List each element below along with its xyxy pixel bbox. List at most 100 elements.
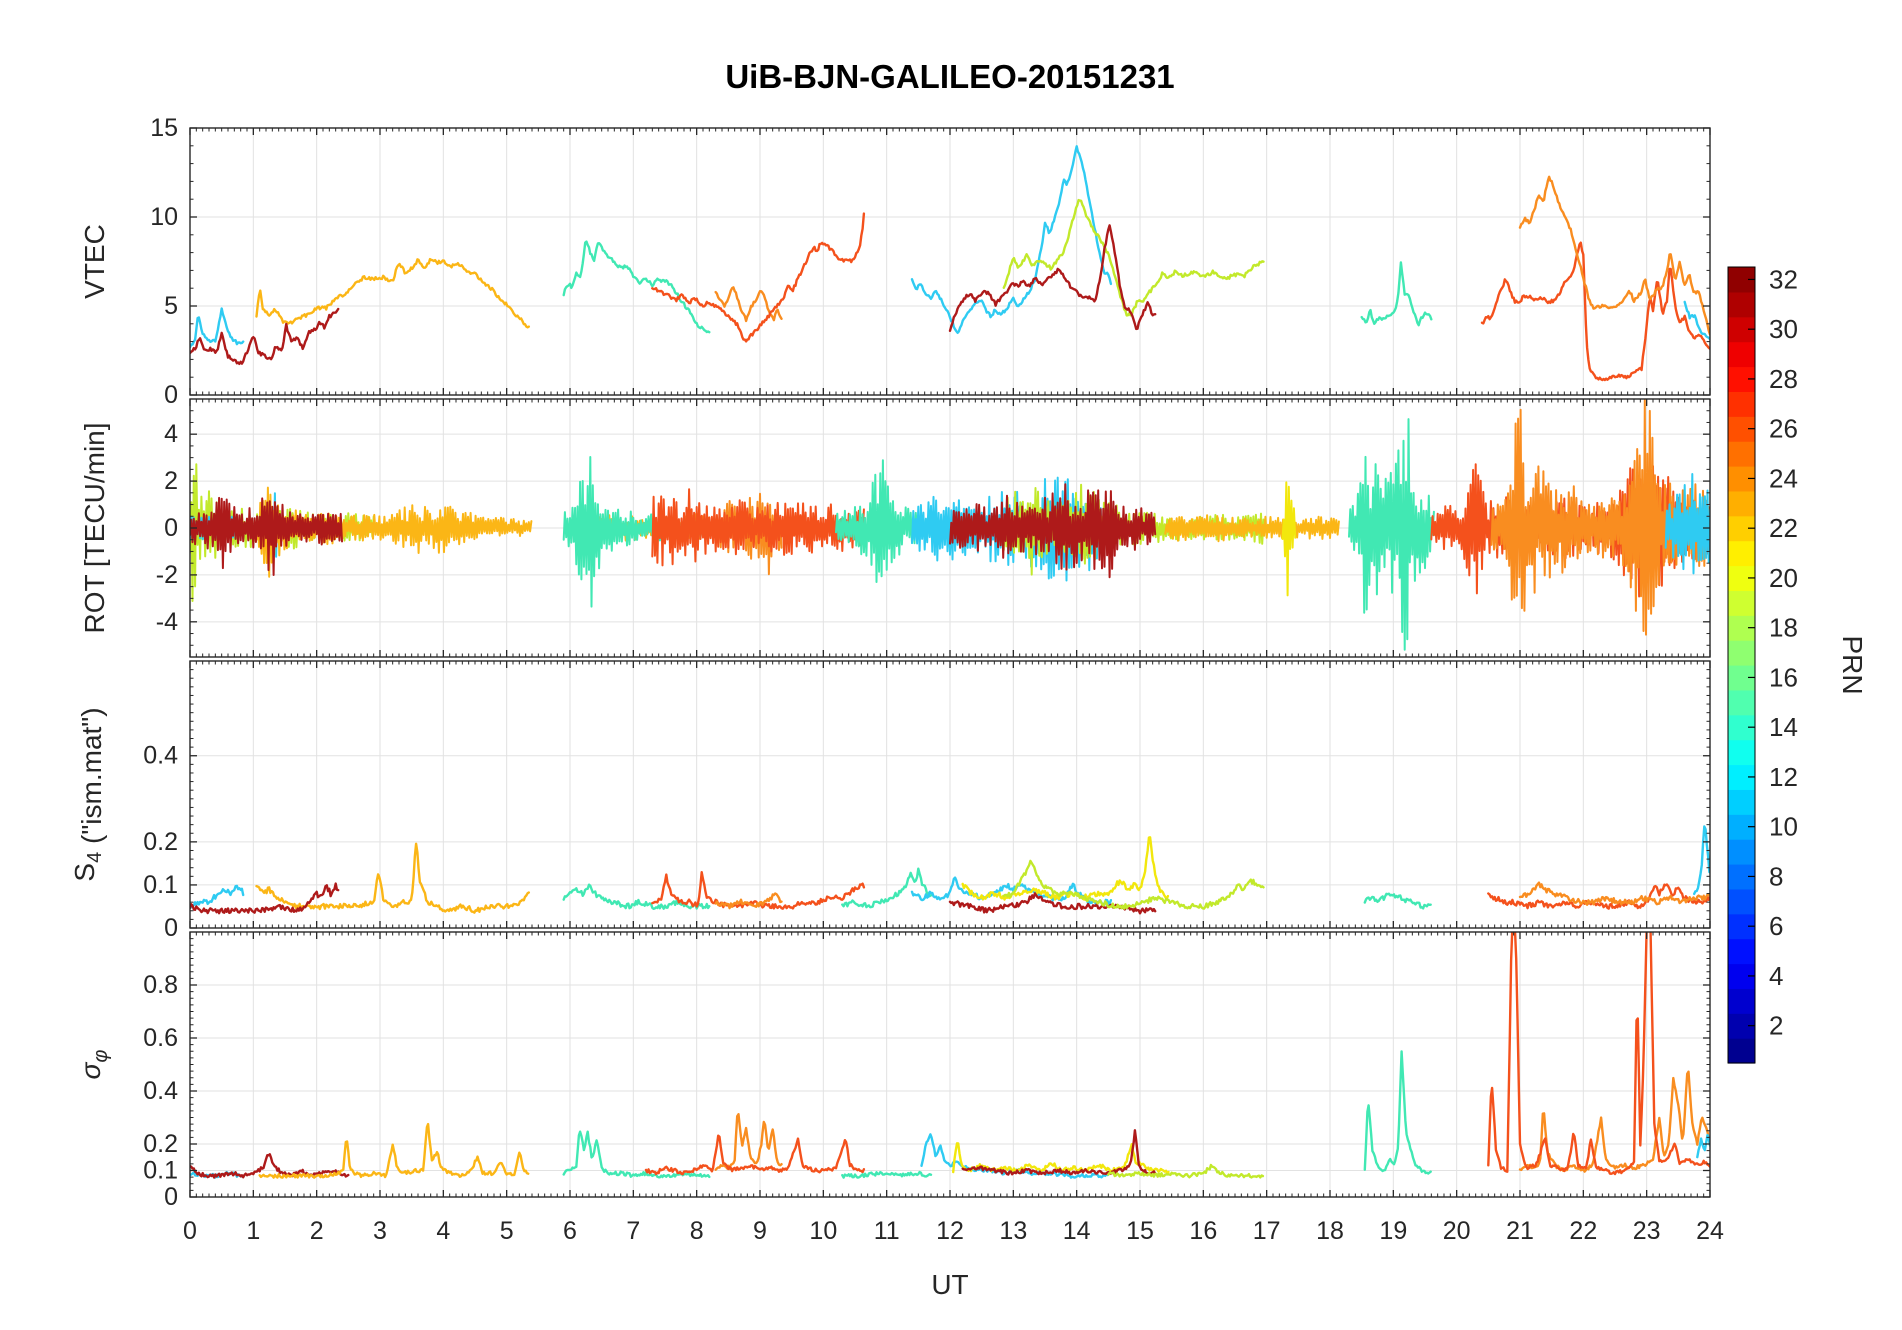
trace-PRN12-a xyxy=(1683,300,1710,341)
xtick-label: 12 xyxy=(936,1217,964,1245)
trace-PRN19-a xyxy=(1002,198,1265,317)
trace-PRN20-r1 xyxy=(1281,481,1297,597)
colorbar-segment xyxy=(1728,888,1755,915)
xtick-label: 5 xyxy=(500,1217,514,1245)
trace-PRN15-a xyxy=(1360,261,1433,327)
trace-PRN19-s1 xyxy=(1002,859,1265,910)
trace-PRN12-r1 xyxy=(1664,473,1710,575)
ytick-label: 15 xyxy=(150,114,178,142)
ytick-label: -2 xyxy=(156,561,178,589)
colorbar-segment xyxy=(1728,988,1755,1014)
trace-PRN14-a xyxy=(562,240,711,334)
trace-PRN30-p1 xyxy=(190,1153,350,1179)
ytick-label: 0.2 xyxy=(143,828,178,856)
xtick-label: 0 xyxy=(183,1217,197,1245)
trace-PRN15-r1 xyxy=(1348,418,1435,651)
xtick-label: 18 xyxy=(1316,1217,1344,1245)
colorbar-tick-label: 20 xyxy=(1769,563,1798,593)
ytick-label: 0.4 xyxy=(143,1077,178,1105)
series-group xyxy=(190,399,1710,651)
xtick-label: 20 xyxy=(1443,1217,1471,1245)
colorbar-tick-label: 10 xyxy=(1769,812,1798,842)
xtick-label: 4 xyxy=(436,1217,450,1245)
series-group xyxy=(190,145,1710,382)
trace-PRN30-b xyxy=(948,224,1157,332)
colorbar-segment xyxy=(1728,391,1755,417)
series-group xyxy=(190,932,1710,1179)
colorbar-tick-label: 6 xyxy=(1769,911,1783,941)
panel-sigma_phi: 00.10.20.40.60.80 1 2 3 4 5 6 7 8 9 10 11 12 13 14 15 16… xyxy=(75,931,1724,1245)
xtick-label: 23 xyxy=(1633,1217,1661,1245)
trace-PRN26-p1 xyxy=(644,1134,866,1176)
trace-PRN24-s2 xyxy=(1518,881,1710,906)
series-group xyxy=(190,825,1710,915)
xtick-label: 1 xyxy=(246,1217,260,1245)
colorbar-segment xyxy=(1728,938,1755,965)
trace-PRN19-p1 xyxy=(1107,1163,1265,1179)
xtick-label: 13 xyxy=(999,1217,1027,1245)
ytick-label: 4 xyxy=(164,420,178,448)
ytick-label: 2 xyxy=(164,467,178,495)
colorbar-segment xyxy=(1728,341,1755,368)
trace-PRN27-s1 xyxy=(1487,883,1710,910)
trace-PRN11-b xyxy=(910,145,1113,334)
ylabel-rot: ROT [TECU/min] xyxy=(79,422,110,633)
colorbar-segment xyxy=(1728,839,1755,865)
colorbar-tick-label: 32 xyxy=(1769,264,1798,294)
xtick-label: 6 xyxy=(563,1217,577,1245)
trace-PRN22-s1 xyxy=(255,842,530,914)
trace-PRN30-s1 xyxy=(190,882,340,915)
trace-PRN22-p1 xyxy=(258,1122,530,1179)
trace-PRN30-r2 xyxy=(949,483,1157,579)
colorbar-segment xyxy=(1728,739,1755,766)
colorbar-tick-label: 30 xyxy=(1769,314,1798,344)
colorbar-tick-label: 8 xyxy=(1769,861,1783,891)
trace-PRN15-s1 xyxy=(1363,892,1432,910)
ytick-label: 0.1 xyxy=(143,1157,178,1185)
colorbar-frame xyxy=(1727,266,1756,1064)
trace-PRN30-p2 xyxy=(961,1129,1157,1176)
ylabel-vtec: VTEC xyxy=(79,224,110,299)
xtick-label: 10 xyxy=(809,1217,837,1245)
ytick-label: 0 xyxy=(164,914,178,942)
xtick-label: 22 xyxy=(1569,1217,1597,1245)
trace-PRN22-r3 xyxy=(1164,514,1340,543)
trace-PRN14-p2 xyxy=(841,1170,933,1179)
colorbar-tick-label: 24 xyxy=(1769,463,1798,493)
colorbar-tick-label: 18 xyxy=(1769,613,1798,643)
colorbar-segment xyxy=(1728,490,1755,517)
panel-rot: -4 -2 0 2 4 ROT [TECU/min] xyxy=(79,398,1711,658)
panel-vtec: 0 5 10 15 VTEC xyxy=(79,114,1711,409)
ylabel-sigma_phi: σφ xyxy=(75,1050,112,1080)
xtick-label: 14 xyxy=(1063,1217,1091,1245)
ytick-label: -4 xyxy=(156,608,178,636)
colorbar-segment xyxy=(1728,789,1755,815)
trace-PRN24-p2 xyxy=(1518,1070,1710,1173)
xtick-label: 24 xyxy=(1696,1217,1724,1245)
ytick-label: 0.4 xyxy=(143,742,178,770)
colorbar-tick-label: 16 xyxy=(1769,662,1798,692)
trace-PRN26-r1 xyxy=(651,488,865,567)
trace-PRN11-s1 xyxy=(190,884,245,910)
chart-title: UiB-BJN-GALILEO-20151231 xyxy=(725,58,1175,95)
trace-PRN14-s1 xyxy=(562,883,711,910)
colorbar-segment xyxy=(1728,590,1755,616)
colorbar-tick-label: 14 xyxy=(1769,712,1798,742)
trace-PRN27-a xyxy=(1480,241,1710,382)
xtick-label: 8 xyxy=(690,1217,704,1245)
colorbar-segment xyxy=(1728,640,1755,666)
trace-PRN27-p1 xyxy=(1487,932,1710,1176)
colorbar-segment xyxy=(1728,291,1755,318)
ytick-label: 10 xyxy=(150,203,178,231)
xtick-label: 7 xyxy=(626,1217,640,1245)
trace-PRN24-p1 xyxy=(714,1112,783,1171)
ytick-label: 0 xyxy=(164,1183,178,1211)
xtick-label: 17 xyxy=(1253,1217,1281,1245)
colorbar-tick-label: 28 xyxy=(1769,364,1798,394)
trace-PRN30-a xyxy=(190,307,340,366)
ytick-label: 0 xyxy=(164,381,178,409)
ytick-label: 0.8 xyxy=(143,971,178,999)
ytick-label: 0.1 xyxy=(143,871,178,899)
